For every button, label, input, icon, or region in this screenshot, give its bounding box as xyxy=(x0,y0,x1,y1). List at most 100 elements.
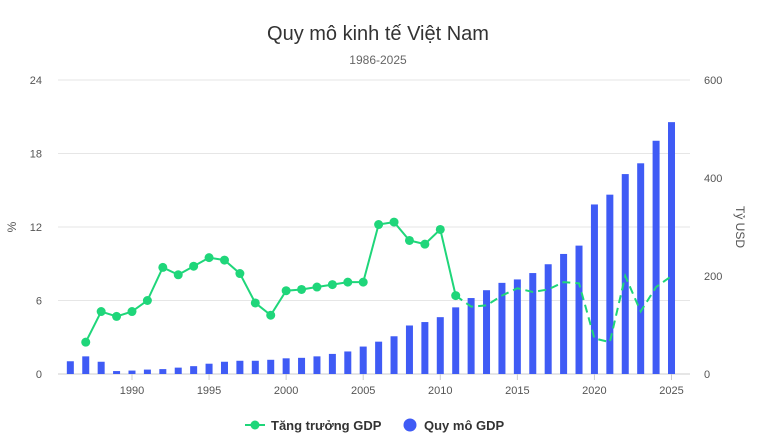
gdp-size-bar[interactable] xyxy=(498,282,506,374)
legend-growth-marker xyxy=(250,420,260,430)
gdp-size-bar[interactable] xyxy=(344,351,352,374)
growth-point[interactable] xyxy=(435,224,445,234)
gdp-size-bar[interactable] xyxy=(452,307,460,374)
gdp-size-bar[interactable] xyxy=(143,369,151,374)
left-tick-label: 24 xyxy=(30,75,42,87)
growth-point[interactable] xyxy=(451,291,461,301)
growth-point[interactable] xyxy=(235,269,245,279)
x-tick-label: 2010 xyxy=(428,385,452,397)
gdp-size-bar[interactable] xyxy=(668,122,676,374)
gdp-size-bar[interactable] xyxy=(590,204,598,374)
left-tick-label: 0 xyxy=(36,369,42,381)
gdp-size-bar[interactable] xyxy=(637,163,645,374)
gdp-size-bar[interactable] xyxy=(606,194,614,374)
gdp-size-bar[interactable] xyxy=(66,361,74,374)
growth-point[interactable] xyxy=(219,255,229,265)
left-tick-label: 18 xyxy=(30,149,42,161)
gdp-size-bar[interactable] xyxy=(159,369,167,374)
growth-point[interactable] xyxy=(173,270,183,280)
gdp-size-bar[interactable] xyxy=(529,273,537,374)
x-axis-ticks: 1990 1995 2000 2005 2010 2015 2020 2025 xyxy=(120,374,684,397)
gdp-size-bar[interactable] xyxy=(436,317,444,374)
gdp-size-bar[interactable] xyxy=(205,363,213,374)
gdp-size-bar[interactable] xyxy=(128,370,136,374)
gdp-size-bar[interactable] xyxy=(313,356,321,374)
growth-point[interactable] xyxy=(420,239,430,249)
x-tick-label: 1990 xyxy=(120,385,144,397)
gdp-size-bar[interactable] xyxy=(190,366,198,374)
left-tick-label: 12 xyxy=(30,222,42,234)
growth-point[interactable] xyxy=(142,296,152,305)
legend-item-size[interactable]: Quy mô GDP xyxy=(403,418,505,433)
growth-point[interactable] xyxy=(281,286,291,296)
gdp-size-bar[interactable] xyxy=(421,322,429,374)
growth-point[interactable] xyxy=(250,298,260,308)
right-tick-label: 600 xyxy=(704,75,722,87)
gdp-growth-line xyxy=(81,217,673,347)
gdp-size-bar[interactable] xyxy=(97,361,105,374)
right-axis-ticks: 0 200 400 600 xyxy=(704,75,722,381)
gdp-size-bar[interactable] xyxy=(174,367,182,374)
growth-point[interactable] xyxy=(158,262,168,272)
legend-item-growth[interactable]: Tăng trưởng GDP xyxy=(245,418,382,433)
gdp-size-bar[interactable] xyxy=(359,346,367,374)
gdp-size-bar[interactable] xyxy=(405,325,413,374)
gdp-size-bar[interactable] xyxy=(282,358,290,374)
gdp-size-bar[interactable] xyxy=(236,360,244,374)
gdp-size-bar[interactable] xyxy=(544,264,552,374)
growth-point[interactable] xyxy=(112,311,122,321)
gdp-size-bar[interactable] xyxy=(298,357,306,374)
legend-growth-label: Tăng trưởng GDP xyxy=(271,418,382,433)
gdp-size-bar[interactable] xyxy=(375,341,383,374)
growth-point[interactable] xyxy=(204,253,214,263)
legend-size-marker xyxy=(403,418,417,432)
growth-point[interactable] xyxy=(358,277,368,287)
gdp-size-bar[interactable] xyxy=(267,359,275,374)
growth-point[interactable] xyxy=(189,261,199,271)
x-tick-label: 2015 xyxy=(505,385,529,397)
gdp-size-bar[interactable] xyxy=(560,253,568,374)
x-tick-label: 1995 xyxy=(197,385,221,397)
x-tick-label: 2025 xyxy=(659,385,683,397)
x-tick-label: 2020 xyxy=(582,385,606,397)
gdp-size-bar[interactable] xyxy=(220,361,228,374)
gdp-size-bar[interactable] xyxy=(113,371,121,374)
growth-point[interactable] xyxy=(81,337,91,347)
x-tick-label: 2000 xyxy=(274,385,298,397)
right-tick-label: 200 xyxy=(704,271,722,283)
growth-point[interactable] xyxy=(266,310,276,320)
left-axis-ticks: 0 6 12 18 24 xyxy=(30,75,42,381)
gdp-size-bar[interactable] xyxy=(652,140,660,374)
right-axis-title: Tỷ USD xyxy=(733,206,747,248)
legend-size-label: Quy mô GDP xyxy=(424,418,505,433)
growth-point[interactable] xyxy=(312,282,322,292)
growth-point[interactable] xyxy=(297,284,307,294)
growth-line-solid xyxy=(84,221,457,343)
right-tick-label: 0 xyxy=(704,369,710,381)
growth-point[interactable] xyxy=(374,220,384,230)
growth-point[interactable] xyxy=(327,280,337,290)
right-tick-label: 400 xyxy=(704,173,722,185)
grid-lines xyxy=(58,79,690,375)
gdp-size-bar[interactable] xyxy=(251,360,259,374)
x-tick-label: 2005 xyxy=(351,385,375,397)
growth-line-dashed xyxy=(455,272,673,344)
growth-point[interactable] xyxy=(96,307,106,317)
growth-point[interactable] xyxy=(343,277,353,287)
gdp-size-bar[interactable] xyxy=(575,245,583,374)
gdp-size-bar[interactable] xyxy=(328,353,336,374)
gdp-size-bar[interactable] xyxy=(467,298,475,374)
gdp-size-bar[interactable] xyxy=(483,290,491,374)
chart-subtitle: 1986-2025 xyxy=(349,53,407,67)
growth-point[interactable] xyxy=(127,307,137,317)
gdp-size-bar[interactable] xyxy=(390,336,398,374)
growth-point[interactable] xyxy=(404,235,414,245)
gdp-size-bar[interactable] xyxy=(513,279,521,374)
chart-title: Quy mô kinh tế Việt Nam xyxy=(267,23,489,45)
gdp-size-bar[interactable] xyxy=(82,356,90,374)
left-axis-title: % xyxy=(5,221,19,232)
growth-point[interactable] xyxy=(389,217,399,227)
legend: Tăng trưởng GDP Quy mô GDP xyxy=(245,418,505,433)
